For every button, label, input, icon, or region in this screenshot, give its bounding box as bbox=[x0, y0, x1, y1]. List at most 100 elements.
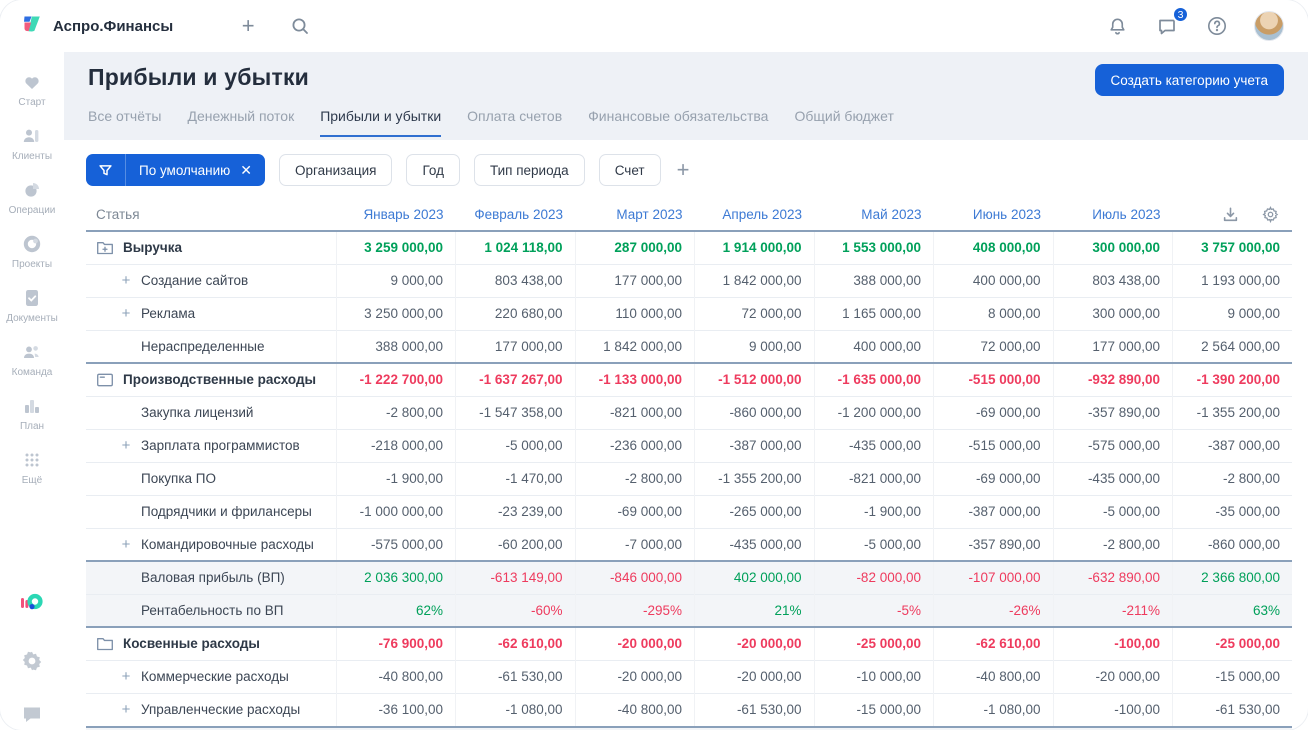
create-category-button[interactable]: Создать категорию учета bbox=[1094, 64, 1284, 96]
table-cell: -632 890,00 bbox=[1052, 560, 1173, 594]
tab-5[interactable]: Финансовые обязательства bbox=[588, 108, 769, 124]
table-row: + Создание сайтов 9 000,00 803 438,00 177 0… bbox=[86, 263, 1292, 297]
column-header-month[interactable]: Май 2023 bbox=[861, 206, 922, 222]
table-cell: 9 000,00 bbox=[694, 329, 814, 363]
table-cell: -613 149,00 bbox=[455, 560, 575, 594]
filter-close-icon[interactable]: ✕ bbox=[240, 161, 253, 178]
table-cell: 62% bbox=[335, 593, 456, 627]
column-header-month[interactable]: Июнь 2023 bbox=[972, 206, 1041, 222]
user-avatar[interactable] bbox=[1254, 11, 1284, 41]
folder-plus-icon[interactable] bbox=[96, 240, 114, 256]
help-button[interactable] bbox=[1204, 13, 1230, 39]
column-header-month[interactable]: Апрель 2023 bbox=[722, 206, 802, 222]
table-cell: -100,00 bbox=[1052, 626, 1173, 660]
sidebar-item-label: Проекты bbox=[11, 259, 53, 270]
table-row: + Подрядчики и фрилансеры-1 000 000,00-2… bbox=[86, 494, 1292, 528]
expand-plus-icon[interactable]: + bbox=[121, 701, 131, 719]
table-cell: -821 000,00 bbox=[813, 461, 934, 495]
expand-plus-icon[interactable]: + bbox=[121, 668, 131, 685]
messages-button[interactable]: 3 bbox=[1154, 6, 1189, 39]
table-cell: -1 470,00 bbox=[455, 461, 575, 495]
table-cell: -62 610,00 bbox=[933, 626, 1053, 660]
add-filter-button[interactable]: + bbox=[675, 159, 692, 181]
column-header-month[interactable]: Март 2023 bbox=[616, 206, 683, 222]
row-label: Валовая прибыль (ВП) bbox=[141, 570, 285, 586]
expand-plus-icon[interactable]: + bbox=[121, 305, 131, 322]
app-logo-icon bbox=[20, 12, 44, 41]
tab-1[interactable]: Все отчёты bbox=[88, 108, 162, 124]
table-cell: -20 000,00 bbox=[694, 626, 814, 660]
filter-chip-2[interactable]: Год bbox=[406, 154, 460, 186]
table-cell: -1 080,00 bbox=[933, 692, 1053, 726]
documents-icon bbox=[26, 290, 38, 306]
table-cell: 3 250 000,00 bbox=[335, 296, 456, 330]
expand-plus-icon[interactable]: + bbox=[121, 535, 131, 553]
team-icon bbox=[24, 346, 39, 358]
folder-minus-icon[interactable] bbox=[96, 372, 114, 388]
filter-chip-3[interactable]: Тип периода bbox=[473, 154, 585, 186]
tab-4[interactable]: Оплата счетов bbox=[467, 108, 563, 124]
notifications-button[interactable] bbox=[1104, 13, 1130, 39]
table-cell: -515 000,00 bbox=[933, 428, 1053, 462]
heart-icon bbox=[25, 77, 39, 89]
product-logo-icon[interactable] bbox=[19, 591, 45, 620]
tab-3[interactable]: Прибыли и убытки bbox=[320, 108, 442, 137]
column-header-month[interactable]: Июль 2023 bbox=[1092, 206, 1161, 222]
table-cell: -25 000,00 bbox=[813, 626, 934, 660]
plus-icon: + bbox=[241, 13, 255, 38]
quick-add-button[interactable]: + bbox=[235, 13, 261, 39]
search-button[interactable] bbox=[287, 13, 313, 39]
row-label[interactable]: Косвенные расходы bbox=[123, 636, 260, 652]
table-cell: -575 000,00 bbox=[1052, 428, 1173, 462]
more-grid-icon bbox=[25, 453, 39, 467]
sidebar-settings-button[interactable] bbox=[19, 648, 45, 674]
table-cell: -1 000 000,00 bbox=[335, 494, 456, 528]
gear-icon bbox=[22, 651, 42, 671]
row-label[interactable]: Производственные расходы bbox=[123, 372, 317, 388]
sidebar-item-8[interactable]: Ещё bbox=[2, 440, 62, 494]
brand[interactable]: Аспро.Финансы bbox=[0, 12, 173, 41]
sidebar-item-6[interactable]: Команда bbox=[2, 332, 62, 386]
row-label[interactable]: Выручка bbox=[123, 240, 182, 256]
tab-2[interactable]: Денежный поток bbox=[187, 108, 295, 124]
table-cell: 177 000,00 bbox=[574, 263, 695, 297]
table-cell: 3 757 000,00 bbox=[1172, 230, 1292, 264]
table-cell: -20 000,00 bbox=[1052, 659, 1173, 693]
export-button[interactable] bbox=[1220, 204, 1240, 224]
sidebar-item-1[interactable]: Старт bbox=[2, 62, 62, 116]
row-label: Подрядчики и фрилансеры bbox=[141, 504, 312, 519]
expand-plus-icon[interactable]: + bbox=[121, 437, 131, 454]
filter-chip-4[interactable]: Счет bbox=[598, 154, 661, 186]
table-cell: -1 637 267,00 bbox=[455, 362, 575, 396]
filter-chip-1[interactable]: Организация bbox=[279, 154, 393, 186]
table-row: + Валовая прибыль (ВП)2 036 300,00-613 1… bbox=[86, 560, 1292, 594]
table-cell: -7 000,00 bbox=[574, 527, 695, 561]
sidebar-item-7[interactable]: План bbox=[2, 386, 62, 440]
sidebar-item-5[interactable]: Документы bbox=[2, 278, 62, 332]
sidebar-item-2[interactable]: Клиенты bbox=[2, 116, 62, 170]
table-cell: -60% bbox=[455, 593, 575, 627]
table-cell: -2 800,00 bbox=[335, 395, 456, 429]
column-header-month[interactable]: Январь 2023 bbox=[363, 206, 444, 222]
table-cell: 388 000,00 bbox=[335, 329, 456, 363]
sidebar-item-3[interactable]: Операции bbox=[2, 170, 62, 224]
table-cell: -265 000,00 bbox=[694, 494, 814, 528]
expand-plus-icon[interactable]: + bbox=[121, 272, 131, 289]
table-cell: -357 890,00 bbox=[1052, 395, 1173, 429]
folder-icon[interactable] bbox=[96, 636, 114, 652]
table-row: + Покупка ПО-1 900,00-1 470,00-2 800,00-… bbox=[86, 461, 1292, 495]
table-cell: -40 800,00 bbox=[933, 659, 1053, 693]
tab-6[interactable]: Общий бюджет bbox=[794, 108, 894, 124]
table-cell: 1 842 000,00 bbox=[694, 263, 814, 297]
table-settings-button[interactable] bbox=[1260, 204, 1280, 224]
download-icon bbox=[1223, 207, 1237, 221]
table-cell: 110 000,00 bbox=[574, 296, 695, 330]
table-cell: -575 000,00 bbox=[335, 527, 456, 561]
column-header-month[interactable]: Февраль 2023 bbox=[474, 206, 563, 222]
row-label: Зарплата программистов bbox=[141, 438, 300, 453]
active-filter-chip[interactable]: По умолчанию ✕ bbox=[86, 154, 266, 186]
sidebar-feedback-button[interactable] bbox=[19, 702, 45, 728]
table-cell: -25 000,00 bbox=[1172, 626, 1292, 660]
sidebar-item-4[interactable]: Проекты bbox=[2, 224, 62, 278]
